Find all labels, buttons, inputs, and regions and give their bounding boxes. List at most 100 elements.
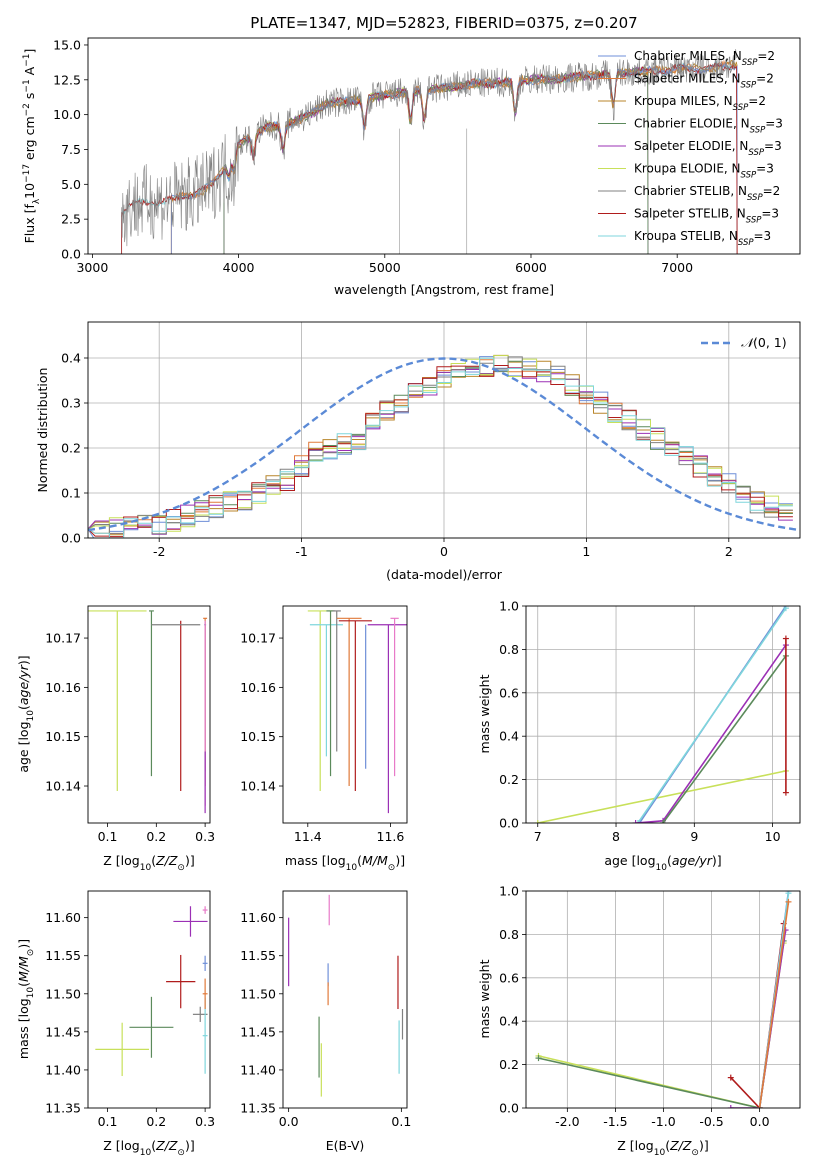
massweight-line bbox=[538, 942, 785, 1108]
spectrum-ylabel-part: ] bbox=[22, 49, 37, 54]
legend-entry-model: Chabrier MILES, N bbox=[634, 49, 742, 63]
age-vs-Z-xtick-label: 0.1 bbox=[98, 829, 118, 844]
massweight-vs-age-frame bbox=[525, 605, 801, 824]
massweight-vs-Z-xlabel-part: 10 bbox=[654, 1148, 666, 1158]
massweight-line bbox=[758, 901, 790, 1108]
spectrum-ylabel: Flux [fλ10−17 erg cm−2 s−1 A−1] bbox=[22, 49, 42, 244]
massweight-vs-age-xlabel-part: ( bbox=[667, 853, 672, 868]
spectrum-ylabel-part: −1 bbox=[22, 79, 32, 92]
mass-vs-ebv-plot-area bbox=[288, 894, 404, 1097]
legend-entry: Chabrier MILES, NSSP=2 bbox=[634, 49, 775, 68]
legend-entry-sub: SSP bbox=[747, 193, 763, 203]
legend-entry: Kroupa STELIB, NSSP=3 bbox=[634, 229, 771, 248]
spectrum-xtick-label: 6000 bbox=[515, 260, 547, 275]
mass-vs-ebv-ytick-label: 11.55 bbox=[240, 948, 276, 963]
legend-entry: Kroupa ELODIE, NSSP=3 bbox=[634, 162, 774, 181]
massweight-vs-Z-ylabel: mass weight bbox=[477, 959, 492, 1038]
massweight-vs-age-ytick-label: 0.4 bbox=[499, 729, 519, 744]
spectrum-ylabel-part: erg cm bbox=[22, 116, 37, 164]
mass-vs-Z-ylabel-part: M/M bbox=[16, 956, 31, 982]
residuals-xtick-label: 2 bbox=[725, 544, 733, 559]
legend-entry-count: =2 bbox=[748, 94, 766, 108]
age-vs-Z-axes: 0.1 0.2 0.3 10.14 10.15 10.16 10.17 bbox=[45, 631, 215, 844]
age-vs-Z-xlabel-part: )] bbox=[185, 853, 195, 868]
mass-vs-ebv-xlabel: E(B-V) bbox=[326, 1138, 365, 1153]
age-vs-Z-xlabel-part: 10 bbox=[140, 863, 152, 873]
mass-vs-Z-xtick-label: 0.1 bbox=[98, 1114, 118, 1129]
massweight-vs-Z-frame bbox=[525, 890, 801, 1109]
legend-entry: Salpeter ELODIE, NSSP=3 bbox=[634, 139, 782, 158]
age-vs-mass-ytick-label: 10.16 bbox=[240, 680, 276, 695]
mass-vs-Z-ytick-label: 11.60 bbox=[45, 910, 81, 925]
legend-entry: Chabrier ELODIE, NSSP=3 bbox=[634, 117, 783, 136]
age-vs-Z-ylabel-part: ( bbox=[16, 705, 31, 710]
age-vs-Z-ylabel-part: age [log bbox=[16, 721, 31, 772]
massweight-vs-Z-xlabel-part: Z [log bbox=[617, 1138, 653, 1153]
residuals-ytick-label: 0.2 bbox=[61, 441, 81, 456]
residuals-ylabel: Normed distribution bbox=[35, 368, 50, 493]
massweight-vs-Z-ytick-label: 0.2 bbox=[499, 1057, 519, 1072]
residuals-ytick-label: 0.1 bbox=[61, 486, 81, 501]
mass-vs-Z-ylabel-part: mass [log bbox=[16, 998, 31, 1059]
mass-vs-Z-plot-area bbox=[95, 906, 208, 1077]
legend-entry-sub: SSP bbox=[733, 103, 749, 113]
mass-vs-ebv-ytick-label: 11.40 bbox=[240, 1062, 276, 1077]
residuals-xlabel: (data-model)/error bbox=[386, 567, 503, 582]
mass-vs-Z-xtick-label: 0.2 bbox=[146, 1114, 166, 1129]
age-vs-Z-ylabel-part: age/yr bbox=[16, 664, 31, 705]
mass-vs-ebv-ytick-label: 11.45 bbox=[240, 1024, 276, 1039]
massweight-vs-Z-xlabel-part: Z/Z bbox=[669, 1138, 692, 1153]
mass-vs-Z-ylabel-part: 10 bbox=[26, 987, 36, 999]
spectrum-ytick-label: 10.0 bbox=[53, 107, 81, 122]
massweight-vs-Z-plot-area bbox=[535, 891, 792, 1108]
residuals-xtick-label: 0 bbox=[440, 544, 448, 559]
age-vs-Z-plot-area bbox=[88, 610, 208, 814]
massweight-vs-Z-xtick-label: 0.0 bbox=[750, 1114, 770, 1129]
age-vs-Z-xlabel-part: Z [log bbox=[103, 853, 139, 868]
age-vs-mass-ytick-label: 10.15 bbox=[240, 729, 276, 744]
legend-entry: Salpeter MILES, NSSP=2 bbox=[634, 72, 774, 91]
legend-entry: Chabrier STELIB, NSSP=2 bbox=[634, 184, 780, 203]
mass-vs-Z-frame bbox=[87, 890, 211, 1109]
massweight-vs-age-xtick-label: 8 bbox=[612, 829, 620, 844]
massweight-vs-Z-ytick-label: 1.0 bbox=[499, 884, 519, 899]
massweight-vs-Z-ytick-label: 0.0 bbox=[499, 1101, 519, 1116]
spectrum-ylabel-part: A bbox=[22, 66, 37, 79]
legend-entry-model: Salpeter STELIB, N bbox=[634, 207, 746, 221]
legend-entry-sub: SSP bbox=[738, 238, 754, 248]
massweight-vs-age-xlabel-part: )] bbox=[712, 853, 722, 868]
mass-vs-Z-xlabel-part: Z/Z bbox=[155, 1138, 178, 1153]
spectrum-ytick-label: 0.0 bbox=[61, 247, 81, 262]
legend-entry-model: Chabrier ELODIE, N bbox=[634, 117, 750, 131]
legend-entry-count: =3 bbox=[756, 162, 774, 176]
normal-curve bbox=[88, 357, 800, 532]
legend-entry-model: Kroupa STELIB, N bbox=[634, 229, 738, 243]
residuals-xtick-label: -1 bbox=[295, 544, 307, 559]
spectrum-xtick-label: 5000 bbox=[369, 260, 401, 275]
massweight-vs-age-ytick-label: 0.6 bbox=[499, 685, 519, 700]
legend-entry-count: =2 bbox=[756, 72, 774, 86]
massweight-vs-age-xtick-label: 9 bbox=[690, 829, 698, 844]
mass-vs-Z-xlabel-part: )] bbox=[185, 1138, 195, 1153]
spectrum-plot-area bbox=[121, 49, 738, 254]
spectrum-frame bbox=[87, 37, 801, 255]
residuals-plot-area bbox=[88, 354, 800, 538]
legend-entry-sub: SSP bbox=[742, 58, 758, 68]
massweight-vs-age-ytick-label: 0.2 bbox=[499, 772, 519, 787]
mass-vs-Z-ylabel-part: ( bbox=[16, 982, 31, 987]
massweight-vs-Z-ytick-label: 0.4 bbox=[499, 1014, 519, 1029]
mass-vs-Z-ytick-label: 11.35 bbox=[45, 1101, 81, 1116]
spectrum-ylabel-part: −1 bbox=[22, 54, 32, 67]
massweight-vs-age-ytick-label: 1.0 bbox=[499, 599, 519, 614]
observed-spectrum bbox=[121, 49, 738, 247]
mass-vs-ebv-ytick-label: 11.60 bbox=[240, 910, 276, 925]
legend-entry-model: Chabrier STELIB, N bbox=[634, 184, 747, 198]
age-vs-mass-xlabel-part: ( bbox=[357, 853, 362, 868]
legend-entry-model: Salpeter MILES, N bbox=[634, 72, 741, 86]
massweight-vs-Z-xlabel-part: ( bbox=[665, 1138, 670, 1153]
massweight-line bbox=[730, 923, 785, 1108]
massweight-vs-Z-xtick-label: -1.5 bbox=[603, 1114, 627, 1129]
legend-entry-sub: SSP bbox=[746, 216, 762, 226]
legend-entry-count: =3 bbox=[754, 229, 772, 243]
age-vs-mass-xlabel-part: )] bbox=[395, 853, 405, 868]
